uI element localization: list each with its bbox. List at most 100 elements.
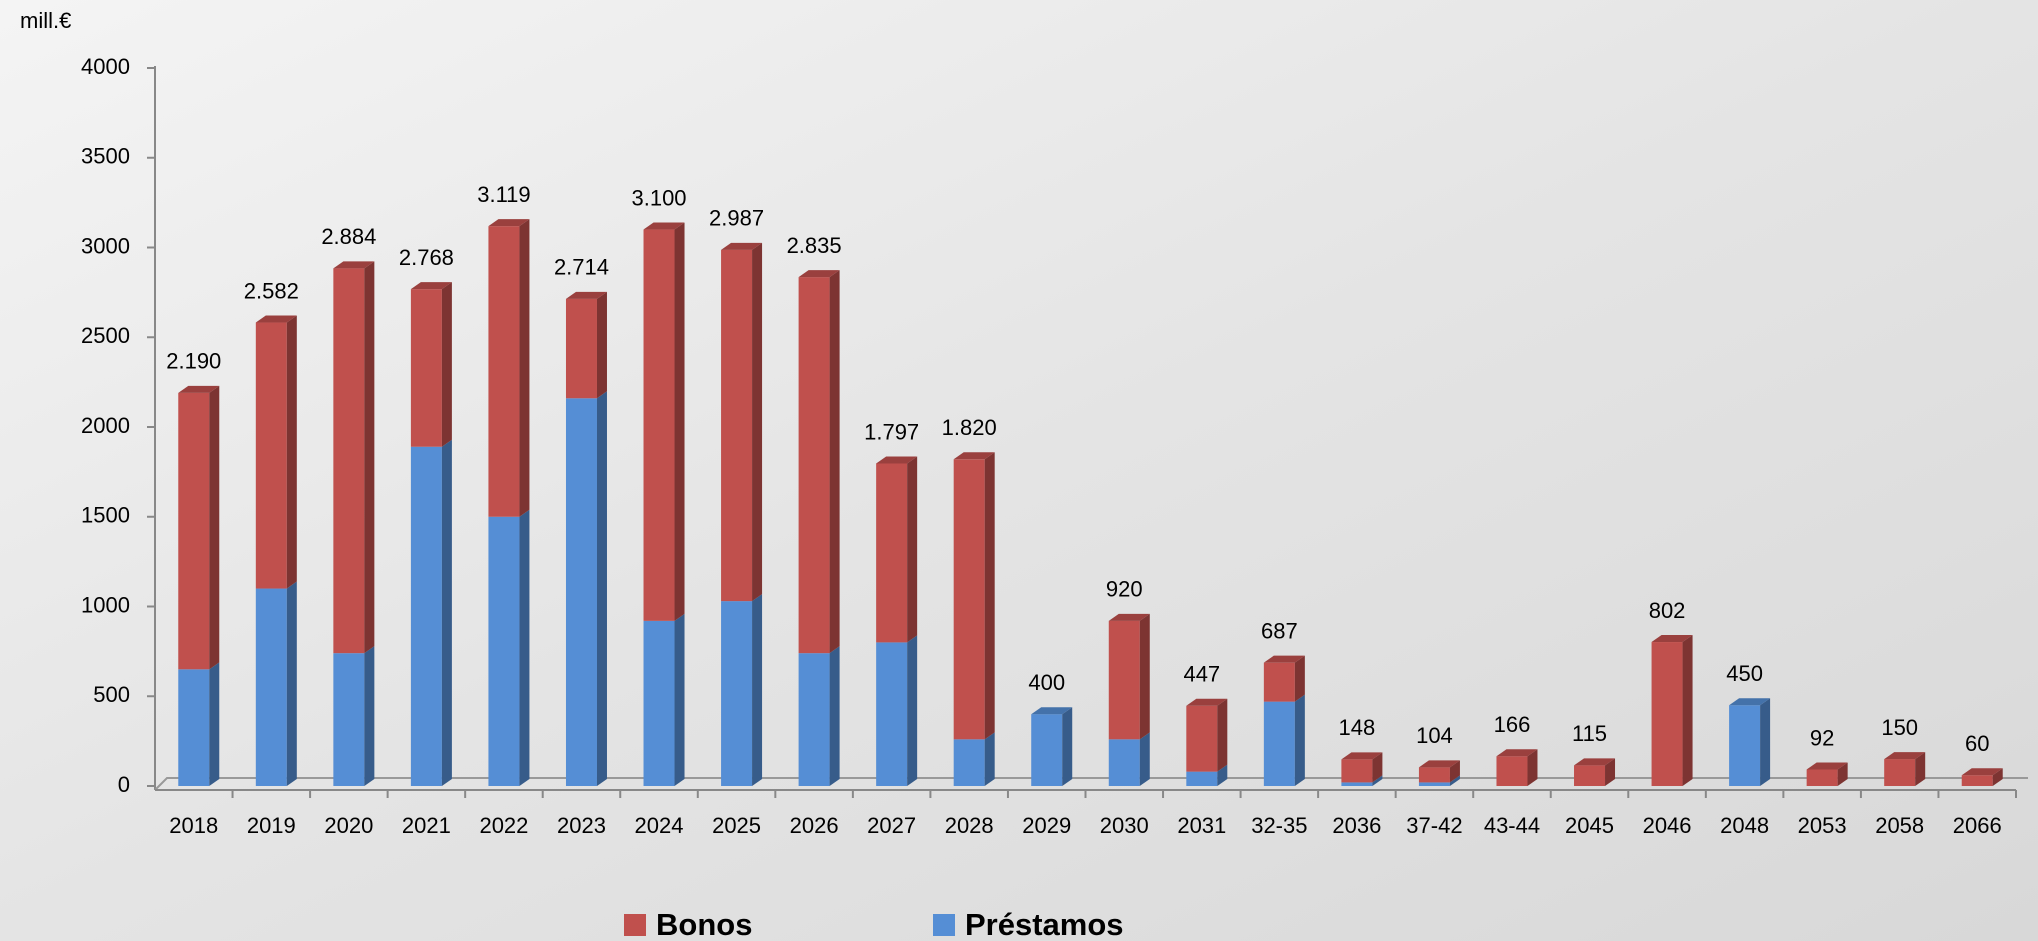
x-tick-label: 2046 <box>1643 813 1692 838</box>
bar <box>1108 620 1140 740</box>
total-label: 2.987 <box>709 206 764 231</box>
bar <box>1108 739 1140 786</box>
x-tick-label: 43-44 <box>1484 813 1540 838</box>
x-tick-label: 2027 <box>867 813 916 838</box>
bar <box>1263 701 1295 786</box>
bar-side <box>1760 698 1771 786</box>
total-label: 92 <box>1810 725 1834 750</box>
x-tick-label: 2031 <box>1177 813 1226 838</box>
bar-top <box>1651 635 1693 643</box>
bar-side <box>829 646 840 786</box>
bar-top <box>1884 752 1926 760</box>
total-label: 150 <box>1881 715 1918 740</box>
bar-side <box>1449 760 1460 783</box>
y-tick-label: 1000 <box>81 592 130 617</box>
bar-top <box>1418 760 1460 768</box>
bar-side <box>1915 752 1926 786</box>
y-tick-label: 1500 <box>81 503 130 528</box>
total-label: 2.835 <box>787 233 842 258</box>
x-tick-label: 2058 <box>1875 813 1924 838</box>
bar <box>643 229 675 621</box>
bar <box>178 669 210 786</box>
y-tick-label: 4000 <box>81 54 130 79</box>
bar-side <box>519 509 530 786</box>
bar-top <box>565 291 607 299</box>
x-tick-label: 32-35 <box>1251 813 1307 838</box>
bar-top <box>876 456 918 464</box>
bar <box>1341 782 1373 786</box>
bar-side <box>1372 752 1383 783</box>
bar-top <box>798 270 840 278</box>
x-tick-label: 2024 <box>635 813 684 838</box>
bar <box>953 739 985 786</box>
bar <box>1884 759 1916 786</box>
total-label: 802 <box>1649 598 1686 623</box>
bar <box>721 601 753 786</box>
bar-side <box>1139 613 1150 740</box>
bar <box>333 268 365 654</box>
x-tick-label: 2048 <box>1720 813 1769 838</box>
bar-top <box>953 452 995 460</box>
x-tick-label: 37-42 <box>1406 813 1462 838</box>
bar <box>876 463 908 643</box>
total-label: 148 <box>1339 715 1376 740</box>
bar <box>1031 714 1063 786</box>
bar-side <box>1062 707 1073 786</box>
bar-side <box>674 613 685 786</box>
bar <box>1961 775 1993 786</box>
y-tick-label: 2500 <box>81 323 130 348</box>
x-tick-label: 2036 <box>1332 813 1381 838</box>
x-tick-label: 2045 <box>1565 813 1614 838</box>
x-tick-label: 2053 <box>1798 813 1847 838</box>
bar-side <box>441 439 452 786</box>
bar-side <box>752 242 763 602</box>
bar-side <box>364 646 375 786</box>
total-label: 450 <box>1726 661 1763 686</box>
total-label: 60 <box>1965 731 1989 756</box>
bar-side <box>1139 732 1150 786</box>
total-label: 115 <box>1572 721 1607 746</box>
bar <box>1496 756 1528 786</box>
bar-side <box>1217 764 1228 786</box>
x-tick-label: 2028 <box>945 813 994 838</box>
bar-side <box>1527 749 1538 786</box>
bar <box>410 289 442 447</box>
bar-side <box>1294 694 1305 786</box>
total-label: 400 <box>1028 670 1065 695</box>
bar-side <box>752 594 763 786</box>
bar <box>643 620 675 786</box>
bar <box>178 392 210 670</box>
bar-side <box>1605 758 1616 786</box>
bar-side <box>984 452 995 740</box>
bar-side <box>907 456 918 643</box>
bar-top <box>1186 698 1228 706</box>
bar-side <box>1217 698 1228 772</box>
bar-top <box>1961 768 2003 776</box>
bar <box>1418 767 1450 783</box>
bar <box>565 298 597 399</box>
bar-side <box>1682 635 1693 786</box>
bar <box>255 322 287 589</box>
total-label: 3.100 <box>631 185 686 210</box>
bar <box>953 459 985 740</box>
bar-top <box>410 282 452 290</box>
bar-side <box>209 385 220 670</box>
bar <box>1186 771 1218 786</box>
x-tick-label: 2030 <box>1100 813 1149 838</box>
bar-side <box>1372 775 1383 786</box>
bar-top <box>1496 749 1538 757</box>
total-label: 104 <box>1416 723 1453 748</box>
bar <box>488 226 520 517</box>
y-tick-label: 3000 <box>81 233 130 258</box>
total-label: 920 <box>1106 577 1143 602</box>
total-label: 2.190 <box>166 349 221 374</box>
bar <box>1341 759 1373 783</box>
bar-top <box>1108 613 1150 621</box>
bar <box>798 277 830 654</box>
bar <box>333 653 365 786</box>
total-label: 2.582 <box>244 278 299 303</box>
bar-top <box>1806 762 1848 770</box>
total-label: 2.768 <box>399 245 454 270</box>
x-tick-label: 2029 <box>1022 813 1071 838</box>
unit-label: mill.€ <box>20 8 71 33</box>
